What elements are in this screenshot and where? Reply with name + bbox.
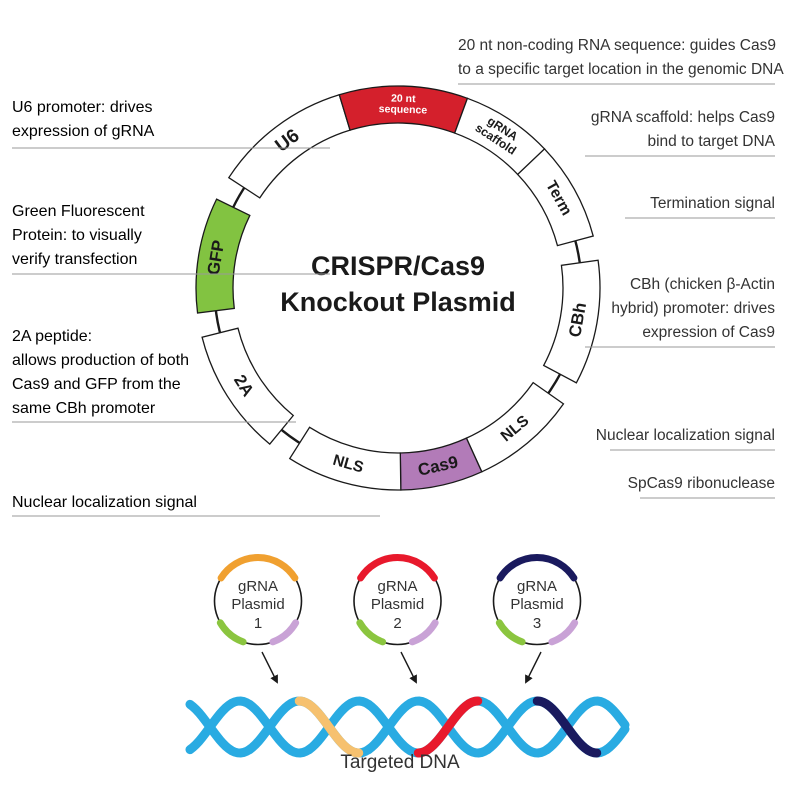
svg-text:20 nt non-coding RNA sequence:: 20 nt non-coding RNA sequence: guides Ca… [458,37,776,54]
svg-text:CBh (chicken β-Actin: CBh (chicken β-Actin [630,276,775,293]
svg-text:Nuclear localization signal: Nuclear localization signal [12,494,197,511]
svg-text:Termination signal: Termination signal [650,195,775,212]
svg-text:verify transfection: verify transfection [12,251,137,268]
svg-text:2A peptide:: 2A peptide: [12,328,92,345]
svg-text:gRNA scaffold: helps Cas9: gRNA scaffold: helps Cas9 [591,109,775,126]
svg-text:Plasmid: Plasmid [510,596,563,613]
svg-text:SpCas9 ribonuclease: SpCas9 ribonuclease [628,475,775,492]
svg-text:Cas9 and GFP from the: Cas9 and GFP from the [12,376,181,393]
svg-text:sequence: sequence [379,103,428,116]
svg-text:expression of gRNA: expression of gRNA [12,123,155,140]
svg-text:Plasmid: Plasmid [231,596,284,613]
svg-text:Knockout Plasmid: Knockout Plasmid [280,287,516,317]
svg-text:expression of Cas9: expression of Cas9 [642,324,775,341]
svg-text:to a specific target location: to a specific target location in the gen… [458,61,784,78]
svg-text:bind to target DNA: bind to target DNA [647,133,775,150]
svg-text:U6 promoter: drives: U6 promoter: drives [12,99,153,116]
svg-text:Targeted DNA: Targeted DNA [340,752,460,773]
svg-text:Green Fluorescent: Green Fluorescent [12,203,145,220]
svg-text:CRISPR/Cas9: CRISPR/Cas9 [311,251,485,281]
svg-text:Nuclear localization signal: Nuclear localization signal [596,427,775,444]
svg-text:gRNA: gRNA [517,578,557,595]
svg-text:gRNA: gRNA [377,578,417,595]
svg-text:Plasmid: Plasmid [371,596,424,613]
svg-text:Protein: to visually: Protein: to visually [12,227,142,244]
svg-text:hybrid) promoter: drives: hybrid) promoter: drives [611,300,775,317]
svg-text:allows production of both: allows production of both [12,352,189,369]
svg-text:gRNA: gRNA [238,578,278,595]
svg-text:2: 2 [393,615,401,632]
svg-text:1: 1 [254,615,262,632]
svg-text:3: 3 [533,615,541,632]
svg-text:same CBh promoter: same CBh promoter [12,400,156,417]
